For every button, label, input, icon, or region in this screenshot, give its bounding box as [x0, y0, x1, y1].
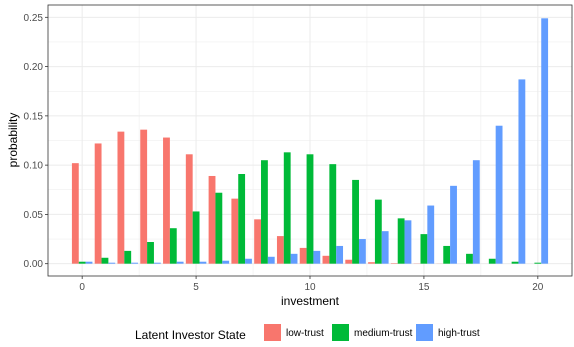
- bar-medium-trust-13: [374, 199, 382, 264]
- bar-low-trust-9: [276, 236, 284, 264]
- bar-high-trust-8: [267, 256, 275, 264]
- bar-high-trust-2: [131, 262, 138, 264]
- bar-high-trust-20: [541, 18, 549, 264]
- y-axis-ticks: 0.00 0.05 0.10 0.15 0.20 0.25: [24, 13, 48, 270]
- bar-high-trust-19: [518, 79, 526, 264]
- y-tick-label: 0.05: [24, 210, 44, 221]
- bar-low-trust-4: [163, 137, 170, 264]
- bar-high-trust-9: [290, 253, 298, 264]
- bar-low-trust-6: [208, 175, 216, 264]
- legend-title: Latent Investor State: [135, 328, 246, 342]
- legend-label-medium-trust: medium-trust: [354, 328, 413, 339]
- bar-high-trust-15: [427, 205, 435, 264]
- bar-medium-trust-11: [329, 164, 337, 264]
- bar-medium-trust-10: [306, 154, 314, 264]
- x-tick-label: 10: [304, 282, 316, 293]
- y-tick-label: 0.15: [24, 111, 44, 122]
- bar-low-trust-3: [140, 129, 148, 264]
- y-tick-label: 0.25: [24, 13, 44, 24]
- legend-key-low-trust: [264, 324, 281, 341]
- bar-medium-trust-17: [466, 253, 473, 264]
- bar-medium-trust-15: [420, 234, 428, 264]
- bar-high-trust-4: [176, 261, 184, 264]
- bar-high-trust-0: [85, 261, 93, 264]
- x-axis-ticks: 0 5 10 15 20: [79, 276, 544, 293]
- bar-medium-trust-5: [192, 211, 200, 264]
- bar-low-trust-12: [345, 259, 353, 264]
- legend: Latent Investor State low-trust medium-tr…: [135, 324, 480, 342]
- x-tick-label: 15: [418, 282, 430, 293]
- bar-high-trust-16: [450, 185, 457, 264]
- bar-medium-trust-3: [147, 242, 154, 264]
- bar-medium-trust-2: [124, 250, 132, 264]
- bar-low-trust-7: [231, 198, 239, 264]
- bar-high-trust-14: [404, 220, 412, 264]
- bar-high-trust-6: [222, 260, 230, 264]
- bar-high-trust-12: [358, 239, 366, 264]
- bar-high-trust-7: [245, 258, 252, 264]
- x-axis-title: investment: [281, 294, 340, 308]
- bar-medium-trust-12: [352, 179, 359, 264]
- y-axis-title: probability: [6, 113, 20, 168]
- bar-medium-trust-0: [78, 261, 86, 264]
- bar-medium-trust-1: [101, 257, 109, 264]
- x-tick-label: 20: [532, 282, 544, 293]
- legend-key-high-trust: [416, 324, 433, 341]
- bar-medium-trust-4: [169, 228, 177, 264]
- bar-medium-trust-9: [283, 152, 291, 264]
- bars: [71, 18, 549, 264]
- bar-low-trust-1: [94, 143, 102, 264]
- legend-key-medium-trust: [332, 324, 349, 341]
- bar-medium-trust-18: [488, 258, 496, 264]
- bar-medium-trust-20: [534, 262, 542, 264]
- bar-medium-trust-16: [443, 245, 451, 264]
- bar-medium-trust-7: [238, 174, 246, 264]
- bar-high-trust-1: [108, 262, 116, 264]
- x-tick-label: 5: [193, 282, 199, 293]
- bar-low-trust-11: [322, 255, 330, 264]
- bar-low-trust-10: [299, 247, 307, 264]
- bar-low-trust-2: [117, 131, 125, 264]
- bar-high-trust-10: [313, 250, 321, 264]
- bar-high-trust-13: [381, 231, 389, 264]
- bar-medium-trust-19: [511, 261, 519, 264]
- bar-medium-trust-8: [261, 160, 268, 264]
- y-tick-label: 0.10: [24, 161, 44, 172]
- bar-high-trust-3: [153, 262, 161, 264]
- y-tick-label: 0.20: [24, 62, 44, 73]
- bar-low-trust-8: [254, 219, 262, 264]
- x-tick-label: 0: [79, 282, 85, 293]
- bar-high-trust-18: [495, 125, 503, 264]
- legend-label-low-trust: low-trust: [286, 328, 324, 339]
- bar-high-trust-5: [199, 261, 207, 264]
- bar-low-trust-13: [368, 262, 375, 264]
- bar-high-trust-11: [336, 245, 344, 264]
- y-tick-label: 0.00: [24, 259, 44, 270]
- bar-high-trust-17: [472, 160, 480, 264]
- bar-low-trust-0: [71, 163, 79, 264]
- bar-medium-trust-6: [215, 192, 223, 264]
- legend-label-high-trust: high-trust: [438, 328, 480, 339]
- bar-low-trust-5: [185, 154, 193, 264]
- bar-medium-trust-14: [397, 218, 405, 264]
